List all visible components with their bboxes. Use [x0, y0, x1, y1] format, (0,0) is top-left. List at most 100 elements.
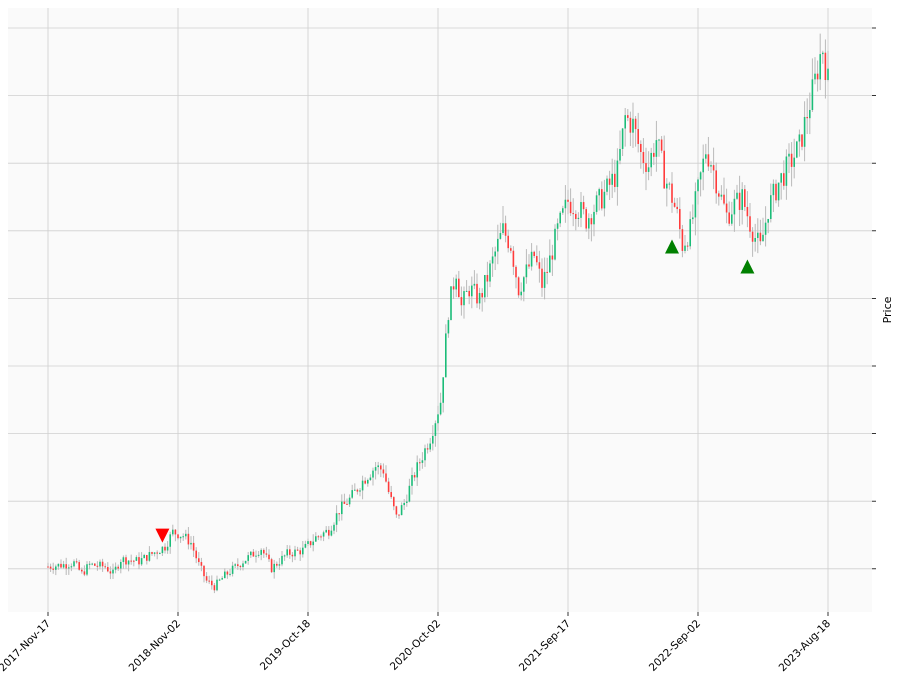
- candle-down: [541, 268, 543, 288]
- candle-up: [658, 139, 660, 141]
- candle-up: [530, 251, 533, 267]
- candle-up: [62, 564, 65, 568]
- candle-down: [476, 283, 478, 304]
- candle-down: [452, 286, 455, 290]
- candle-up: [559, 212, 561, 224]
- candle-up: [429, 443, 431, 450]
- candle-down: [723, 194, 725, 204]
- candle-up: [471, 285, 473, 297]
- candle-up: [611, 173, 613, 185]
- buy-signal-marker: [740, 259, 755, 274]
- candle-up: [593, 211, 595, 225]
- candle-down: [187, 533, 190, 545]
- candle-down: [174, 529, 177, 535]
- candle-down: [385, 473, 387, 482]
- candle-up: [231, 565, 234, 574]
- candle-up: [122, 557, 125, 562]
- candle-up: [190, 542, 192, 545]
- candle-up: [777, 182, 780, 201]
- candle-down: [601, 189, 603, 209]
- candle-up: [450, 286, 452, 321]
- candle-down: [806, 116, 808, 119]
- candle-down: [673, 202, 676, 207]
- candle-down: [551, 255, 554, 260]
- x-tick-label: 2021-Sep-17: [517, 618, 573, 674]
- candle-down: [203, 565, 205, 577]
- candle-down: [398, 514, 400, 516]
- y-axis-label: Price: [881, 296, 894, 323]
- candle-down: [343, 501, 346, 504]
- x-tick-label: 2018-Nov-02: [127, 618, 183, 674]
- candle-up: [348, 497, 351, 505]
- candle-down: [575, 213, 577, 219]
- candle-down: [291, 554, 294, 557]
- candle-up: [650, 152, 652, 168]
- candle-up: [655, 140, 658, 157]
- candle-up: [400, 505, 403, 516]
- candle-down: [481, 293, 483, 298]
- signal-markers: [155, 239, 755, 543]
- candle-up: [250, 551, 252, 556]
- candle-down: [458, 278, 460, 298]
- candle-up: [247, 555, 249, 561]
- candle-up: [473, 283, 476, 286]
- candle-up: [369, 477, 372, 480]
- candle-down: [205, 576, 208, 581]
- candle-down: [338, 513, 340, 515]
- x-tick-label: 2017-Nov-17: [0, 618, 53, 674]
- candle-down: [200, 562, 203, 566]
- candle-down: [528, 264, 530, 267]
- candle-up: [793, 157, 795, 167]
- candle-up: [325, 529, 327, 533]
- candle-down: [660, 139, 663, 151]
- candle-up: [564, 199, 567, 209]
- candle-up: [699, 172, 702, 180]
- candle-up: [374, 467, 377, 471]
- candle-down: [96, 565, 99, 567]
- candle-up: [273, 563, 275, 573]
- candle-down: [151, 552, 153, 554]
- candle-down: [289, 549, 291, 555]
- candle-down: [634, 118, 637, 130]
- candle-up: [359, 490, 361, 492]
- candle-up: [767, 218, 769, 223]
- candle-up: [478, 293, 481, 304]
- candle-up: [221, 578, 223, 580]
- candle-up: [754, 237, 756, 242]
- candle-up: [354, 489, 356, 491]
- candle-up: [185, 533, 187, 537]
- candle-up: [120, 561, 122, 569]
- candle-down: [239, 566, 242, 568]
- candle-up: [294, 549, 296, 557]
- candle-up: [619, 148, 621, 161]
- candle-up: [135, 557, 138, 561]
- candle-down: [572, 213, 574, 215]
- candle-up: [278, 564, 281, 566]
- candle-down: [426, 448, 429, 450]
- candle-down: [569, 201, 572, 214]
- candle-up: [502, 223, 504, 234]
- candle-up: [70, 566, 73, 568]
- candle-up: [421, 460, 424, 463]
- candle-down: [393, 497, 395, 507]
- candle-up: [554, 228, 556, 260]
- candle-down: [146, 555, 148, 561]
- candle-down: [725, 203, 728, 213]
- candle-up: [497, 238, 499, 252]
- candle-up: [543, 271, 546, 288]
- candle-up: [595, 195, 598, 212]
- candle-up: [580, 202, 582, 218]
- candle-down: [364, 480, 366, 484]
- candle-down: [177, 534, 179, 539]
- candle-up: [692, 217, 694, 220]
- candle-up: [525, 264, 528, 278]
- candle-down: [125, 557, 127, 565]
- candle-down: [746, 206, 749, 217]
- candle-down: [328, 529, 330, 536]
- candle-down: [824, 52, 827, 81]
- candle-up: [283, 555, 286, 557]
- candle-down: [164, 546, 166, 551]
- candle-up: [434, 423, 437, 436]
- candle-up: [731, 214, 733, 224]
- candle-up: [549, 255, 551, 273]
